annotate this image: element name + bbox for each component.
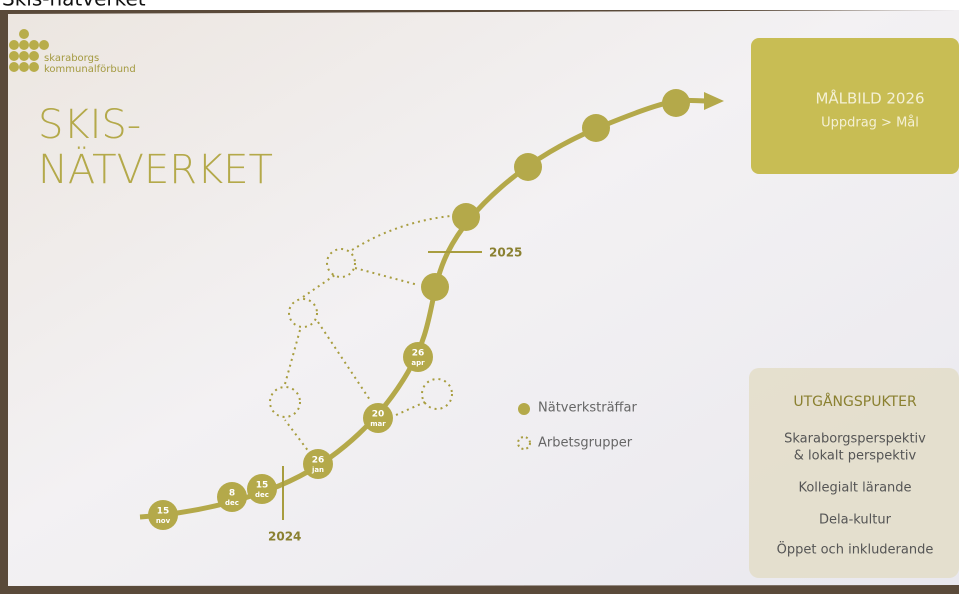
- start-item: Skaraborgsperspektiv: [784, 432, 926, 447]
- title: NÄTVERKET: [38, 145, 273, 193]
- title: SKIS-: [38, 102, 141, 148]
- node-day: 8: [229, 489, 235, 499]
- year-label: 2024: [268, 530, 301, 544]
- start-item: & lokalt perspektiv: [794, 449, 917, 464]
- photo: Skis-nätverket skaraborgs kommunalförbun…: [0, 0, 959, 594]
- logo-text: skaraborgs: [44, 53, 99, 64]
- node-month: apr: [411, 359, 425, 367]
- node-day: 26: [312, 456, 325, 466]
- node-day: 20: [372, 410, 385, 420]
- node-day: 15: [256, 481, 269, 491]
- goal-title: MÅLBILD 2026: [815, 89, 924, 108]
- node-month: dec: [255, 491, 269, 499]
- node-day: 26: [412, 349, 425, 359]
- legend-swatch: [518, 403, 530, 415]
- start-item: Dela-kultur: [819, 513, 892, 528]
- logo-text: kommunalförbund: [44, 64, 136, 75]
- node-day: 15: [157, 507, 170, 517]
- node-month: mar: [370, 420, 386, 428]
- start-item: Kollegialt lärande: [798, 481, 911, 496]
- start-item: Öppet och inkluderande: [777, 541, 934, 558]
- page-caption: Skis-nätverket: [2, 0, 146, 11]
- goal-subtitle: Uppdrag > Mål: [821, 116, 919, 131]
- node-month: nov: [156, 517, 171, 525]
- start-title: UTGÅNGSPUKTER: [793, 393, 917, 410]
- legend-label: Nätverksträffar: [538, 401, 637, 416]
- page: Skis-nätverket skaraborgs kommunalförbun…: [0, 0, 959, 594]
- year-label: 2025: [489, 246, 522, 260]
- node-month: jan: [311, 466, 324, 474]
- node-month: dec: [225, 499, 239, 507]
- legend-label: Arbetsgrupper: [538, 436, 633, 451]
